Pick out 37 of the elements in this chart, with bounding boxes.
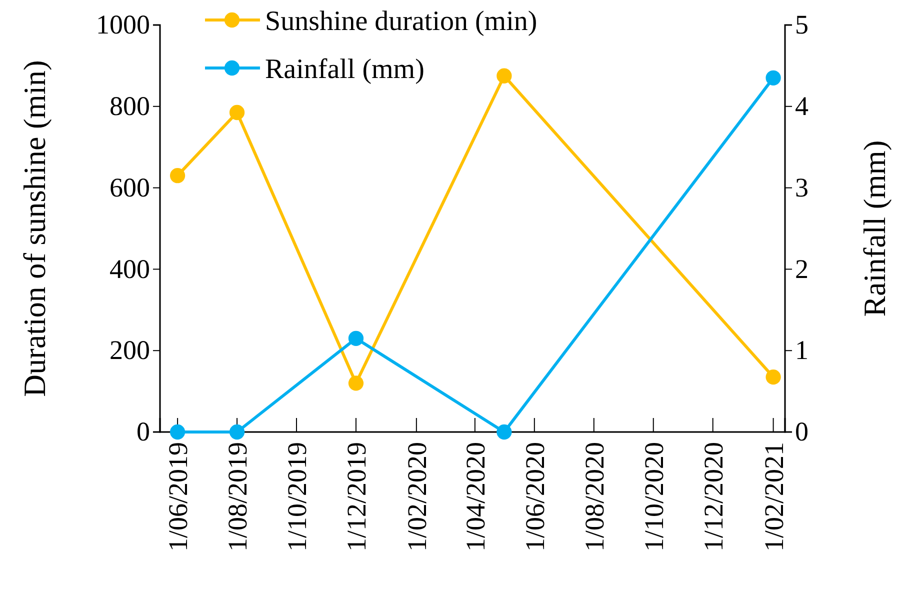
y2-axis-title: Rainfall (mm) — [857, 140, 892, 317]
y2-tick-label: 5 — [795, 10, 808, 40]
y2-tick-label: 2 — [795, 254, 808, 284]
y2-tick-label: 3 — [795, 172, 808, 202]
y-tick-label: 800 — [110, 91, 150, 122]
point — [496, 68, 512, 84]
x-tick-label: 1/02/2020 — [402, 442, 432, 552]
x-tick-label: 1/10/2020 — [638, 442, 669, 552]
point — [348, 376, 364, 391]
x-tick-label: 1/08/2020 — [579, 442, 610, 552]
y-tick-label: 600 — [110, 172, 150, 202]
x-tick-label: 1/08/2019 — [222, 442, 252, 552]
x-tick-label: 1/12/2019 — [341, 442, 372, 552]
x-tick-label: 1/02/2021 — [758, 442, 789, 552]
x-tick-label: 1/06/2020 — [520, 442, 550, 552]
point — [348, 330, 364, 346]
y-tick-label: 0 — [136, 416, 150, 447]
point — [496, 424, 512, 440]
y2-tick-label: 4 — [795, 91, 809, 122]
legend-label: Rainfall (mm) — [265, 54, 424, 85]
point — [766, 70, 781, 86]
x-tick-label: 1/06/2019 — [163, 442, 193, 552]
point — [766, 370, 781, 385]
x-tick-label: 1/10/2019 — [282, 442, 312, 552]
y-tick-label: 1000 — [96, 10, 150, 40]
legend-label: Sunshine duration (min) — [265, 6, 538, 37]
y-axis-title: Duration of sunshine (min) — [17, 60, 52, 397]
point — [229, 424, 245, 440]
point — [170, 424, 186, 440]
x-tick-label: 1/12/2020 — [698, 442, 728, 552]
y-tick-label: 400 — [110, 254, 150, 284]
x-tick-label: 1/04/2020 — [460, 442, 490, 552]
point — [229, 104, 245, 120]
y2-tick-label: 1 — [795, 335, 808, 366]
y-tick-label: 200 — [110, 335, 150, 366]
point — [170, 168, 186, 184]
y2-tick-label: 0 — [795, 416, 808, 447]
